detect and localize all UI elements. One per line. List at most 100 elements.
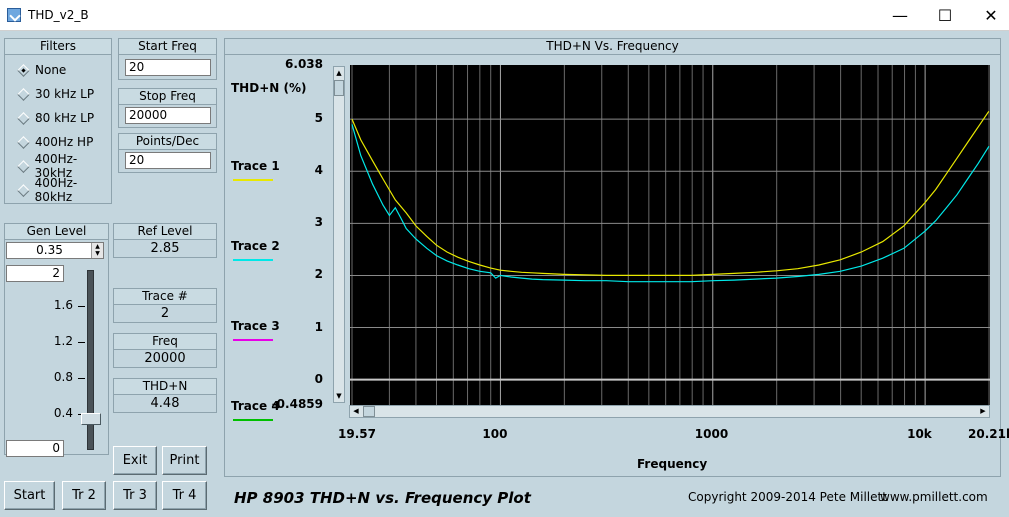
filter-option[interactable]: 30 kHz LP — [17, 86, 94, 102]
gen-level-slider-track[interactable] — [87, 270, 94, 450]
minimize-button[interactable]: — — [892, 6, 908, 25]
y-tick-label: -0.4859 — [271, 397, 323, 411]
scroll-right-icon[interactable]: ▶ — [980, 407, 986, 415]
gen-level-input[interactable]: 0.35 — [6, 242, 104, 259]
horizontal-scrollbar[interactable]: ◀ ▶ — [349, 405, 990, 418]
plot-area — [350, 65, 990, 405]
legend-label: Trace 4 — [231, 399, 280, 413]
slider-tick-label: 0.8 — [53, 370, 73, 384]
y-tick-label: 4 — [314, 163, 323, 178]
stop-freq-input[interactable]: 20000 — [125, 107, 211, 124]
radio-icon[interactable] — [17, 183, 30, 197]
slider-min-field[interactable]: 0 — [6, 440, 64, 457]
vertical-scroll-thumb[interactable] — [334, 80, 344, 96]
slider-max-field[interactable]: 2 — [6, 265, 64, 282]
spin-down-icon[interactable]: ▼ — [95, 250, 100, 257]
freq-panel: Freq 20000 — [113, 333, 217, 368]
slider-tick-mark — [78, 378, 85, 379]
points-dec-label: Points/Dec — [119, 134, 216, 150]
window-title: THD_v2_B — [28, 8, 89, 22]
slider-tick-mark — [78, 306, 85, 307]
ref-level-label: Ref Level — [114, 224, 216, 240]
filter-option-label: 400Hz HP — [35, 135, 94, 149]
y-tick-label: 2 — [314, 267, 323, 282]
start-freq-panel: Start Freq 20 — [118, 38, 217, 80]
points-dec-panel: Points/Dec 20 — [118, 133, 217, 173]
copyright-text: Copyright 2009-2014 Pete Millett — [688, 490, 887, 504]
thdn-label: THD+N — [114, 379, 216, 395]
trace-num-value: 2 — [160, 306, 170, 321]
thdn-panel: THD+N 4.48 — [113, 378, 217, 413]
radio-icon[interactable] — [17, 111, 30, 125]
legend-swatch — [233, 179, 273, 181]
radio-icon[interactable] — [17, 135, 30, 149]
legend-swatch — [233, 339, 273, 341]
slider-tick-mark — [78, 342, 85, 343]
y-tick-label: 3 — [314, 215, 323, 230]
maximize-button[interactable]: ☐ — [937, 6, 953, 25]
slider-tick-label: 0.4 — [53, 406, 73, 420]
filter-option-label: 400Hz-30kHz — [34, 152, 78, 180]
y-tick-label: 0 — [314, 371, 323, 386]
horizontal-scroll-thumb[interactable] — [363, 406, 375, 417]
ref-level-panel: Ref Level 2.85 — [113, 223, 217, 258]
filters-title: Filters — [5, 39, 111, 55]
filters-panel: Filters None 30 kHz LP 80 kHz LP 400Hz HP 40… — [4, 38, 112, 204]
app-icon — [7, 8, 21, 22]
plot-panel: THD+N Vs. Frequency THD+N (%) Trace 1 Tra… — [224, 38, 1009, 477]
x-tick-label: 1000 — [694, 427, 729, 441]
radio-icon[interactable] — [17, 87, 30, 101]
y-tick-label: 6.038 — [285, 57, 323, 71]
title-bar: THD_v2_B — ☐ ✕ — [0, 0, 1009, 31]
website-text: www.pmillett.com — [880, 490, 988, 504]
slider-tick-label: 1.6 — [53, 298, 73, 312]
gen-level-slider-thumb[interactable] — [81, 412, 101, 425]
x-tick-label: 100 — [482, 427, 508, 441]
series-line-trace-2 — [351, 124, 990, 283]
filter-option[interactable]: 400Hz-30kHz — [17, 152, 111, 180]
trace-num-label: Trace # — [114, 289, 216, 305]
start-button[interactable]: Start — [4, 481, 55, 510]
x-tick-label: 20.21k — [968, 427, 1009, 441]
close-button[interactable]: ✕ — [984, 6, 998, 25]
filter-option[interactable]: 80 kHz LP — [17, 110, 94, 126]
start-freq-input[interactable]: 20 — [125, 59, 211, 76]
filter-option[interactable]: 400Hz-80kHz — [17, 176, 111, 204]
x-tick-label: 10k — [907, 427, 932, 441]
footer-title: HP 8903 THD+N vs. Frequency Plot — [234, 489, 531, 507]
freq-label: Freq — [114, 334, 216, 350]
stop-freq-panel: Stop Freq 20000 — [118, 88, 217, 128]
x-tick-label: 19.57 — [338, 427, 376, 441]
legend-label: Trace 1 — [231, 159, 280, 173]
slider-tick-label: 1.2 — [53, 334, 73, 348]
legend-label: Trace 3 — [231, 319, 280, 333]
print-button[interactable]: Print — [162, 446, 207, 475]
tr2-button[interactable]: Tr 2 — [62, 481, 106, 510]
tr4-button[interactable]: Tr 4 — [162, 481, 207, 510]
stop-freq-label: Stop Freq — [119, 89, 216, 105]
trace-num-panel: Trace # 2 — [113, 288, 217, 323]
series-line-trace-1 — [351, 110, 990, 276]
plot-background — [350, 65, 990, 405]
chart-title: THD+N Vs. Frequency — [225, 39, 1000, 55]
gen-level-spinner[interactable]: ▲ ▼ — [91, 243, 103, 258]
y-tick-label: 5 — [314, 111, 323, 126]
scroll-left-icon[interactable]: ◀ — [353, 407, 359, 415]
gen-level-label: Gen Level — [5, 224, 108, 240]
filter-option-label: 400Hz-80kHz — [34, 176, 78, 204]
y-axis-label: THD+N (%) — [231, 81, 307, 95]
y-tick-label: 1 — [314, 319, 323, 334]
x-axis-label: Frequency — [637, 457, 708, 471]
vertical-scrollbar[interactable]: ▲ ▼ — [333, 66, 345, 403]
filter-option[interactable]: 400Hz HP — [17, 134, 94, 150]
exit-button[interactable]: Exit — [113, 446, 157, 475]
scroll-down-icon[interactable]: ▼ — [336, 392, 342, 400]
tr3-button[interactable]: Tr 3 — [113, 481, 157, 510]
radio-icon[interactable] — [17, 159, 30, 173]
radio-icon[interactable] — [17, 63, 30, 77]
points-dec-input[interactable]: 20 — [125, 152, 211, 169]
spin-up-icon[interactable]: ▲ — [95, 243, 100, 250]
scroll-up-icon[interactable]: ▲ — [336, 69, 342, 77]
filter-option[interactable]: None — [17, 62, 66, 78]
legend-swatch — [233, 259, 273, 261]
